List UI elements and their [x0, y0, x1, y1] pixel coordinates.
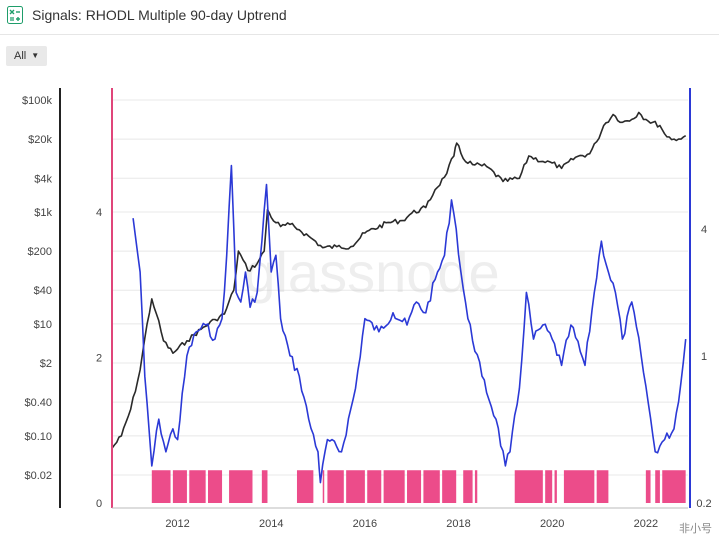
signal-tick-label: 2 — [96, 352, 102, 364]
price-tick-label: $4k — [34, 173, 52, 185]
signal-bar — [662, 470, 686, 503]
signal-bar — [514, 470, 543, 503]
price-tick-label: $0.02 — [24, 470, 52, 482]
signal-bar — [596, 470, 609, 503]
x-tick-label: 2022 — [634, 518, 658, 530]
signal-tick-label: 4 — [96, 207, 102, 219]
signal-bar — [407, 470, 422, 503]
signal-bar — [296, 470, 314, 503]
x-tick-label: 2018 — [446, 518, 470, 530]
rhodl-tick-label: 4 — [701, 224, 707, 236]
corner-badge: 非小号 — [676, 519, 715, 537]
price-tick-label: $0.10 — [24, 431, 52, 443]
price-tick-label: $0.40 — [24, 397, 52, 409]
signal-bar — [463, 470, 473, 503]
price-tick-label: $2 — [40, 358, 52, 370]
signal-bar — [367, 470, 382, 503]
price-tick-label: $1k — [34, 207, 52, 219]
caret-down-icon: ▼ — [31, 51, 40, 61]
page-title: Signals: RHODL Multiple 90-day Uptrend — [32, 7, 287, 23]
signal-bar — [189, 470, 206, 503]
signal-bar — [151, 470, 171, 503]
signal-bar — [383, 470, 405, 503]
price-tick-label: $20k — [28, 134, 52, 146]
signal-bar — [327, 470, 344, 503]
rhodl-tick-label: 0.2 — [696, 498, 711, 510]
x-tick-label: 2012 — [165, 518, 189, 530]
signal-bar — [261, 470, 268, 503]
tick-labels: $100k $20k $4k $1k $200 $40 $10 $2 $0.40 $0.10 $0.… — [22, 95, 712, 530]
header: Signals: RHODL Multiple 90-day Uptrend — [0, 0, 719, 35]
rhodl-tick-label: 1 — [701, 351, 707, 363]
x-tick-label: 2020 — [540, 518, 564, 530]
rhodl-line — [132, 164, 687, 484]
signal-bar — [172, 470, 187, 503]
signal-bar — [322, 470, 325, 503]
signal-bar — [655, 470, 660, 503]
signal-bar — [545, 470, 553, 503]
filter-label: All — [14, 50, 27, 62]
x-tick-label: 2016 — [353, 518, 377, 530]
x-tick-label: 2014 — [259, 518, 283, 530]
signal-bar — [645, 470, 651, 503]
signal-tick-label: 0 — [96, 498, 102, 510]
signal-bars — [151, 470, 686, 503]
signal-bar — [229, 470, 253, 503]
price-tick-label: $40 — [34, 285, 52, 297]
price-tick-label: $100k — [22, 95, 52, 107]
filter-dropdown[interactable]: All ▼ — [6, 46, 48, 66]
price-tick-label: $200 — [28, 246, 52, 258]
signal-bar — [208, 470, 223, 503]
signal-bar — [554, 470, 557, 503]
price-tick-label: $10 — [34, 319, 52, 331]
signals-icon — [7, 6, 23, 24]
watermark: glassnode — [244, 241, 499, 304]
signal-bar — [442, 470, 457, 503]
axes — [59, 88, 691, 509]
signal-bar — [423, 470, 440, 503]
signal-bar — [474, 470, 478, 503]
signal-bar — [346, 470, 365, 503]
series-lines — [111, 111, 687, 484]
signal-bar — [563, 470, 595, 503]
